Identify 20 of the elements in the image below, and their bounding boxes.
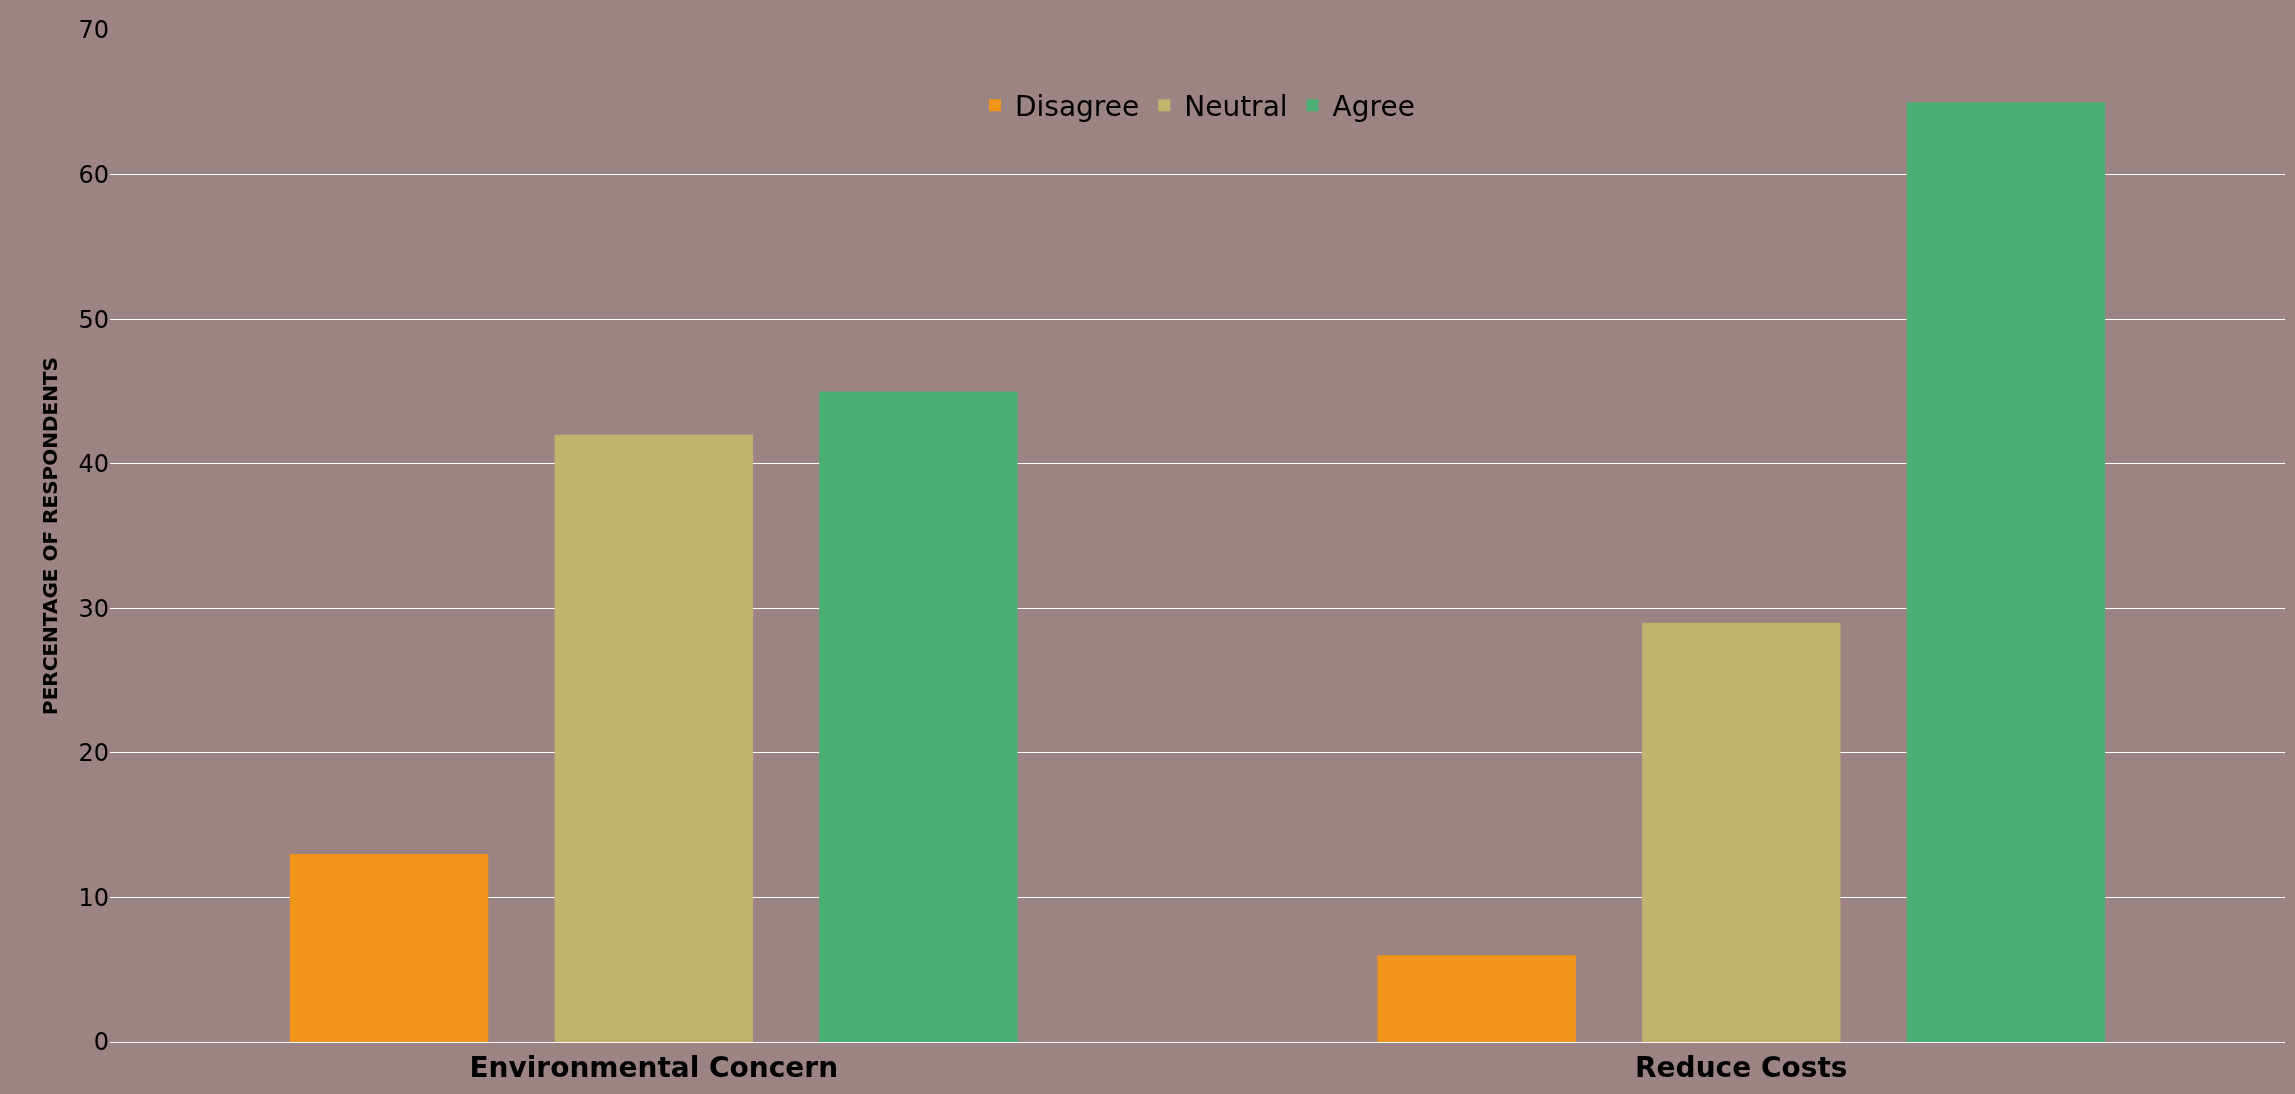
y-tick-label: 20 bbox=[78, 739, 109, 768]
legend-label: Disagree bbox=[1015, 90, 1140, 124]
y-tick-label: 10 bbox=[78, 883, 109, 912]
bar bbox=[1377, 955, 1576, 1042]
bar bbox=[1642, 622, 1841, 1042]
bar bbox=[1906, 102, 2106, 1042]
bar bbox=[819, 391, 1018, 1042]
legend-label: Agree bbox=[1332, 90, 1415, 124]
x-tick-label: Reduce Costs bbox=[1635, 1050, 1848, 1084]
bar bbox=[289, 854, 489, 1042]
y-tick-label: 30 bbox=[78, 594, 109, 623]
bar bbox=[554, 434, 753, 1042]
legend-label: Neutral bbox=[1184, 90, 1288, 124]
x-tick-label: Environmental Concern bbox=[469, 1050, 839, 1084]
y-tick-label: 0 bbox=[93, 1028, 109, 1057]
y-axis-title: PERCENTAGE OF RESPONDENTS bbox=[37, 357, 62, 715]
y-tick-label: 40 bbox=[78, 450, 109, 479]
y-tick-label: 60 bbox=[78, 160, 109, 189]
y-tick-label: 50 bbox=[78, 305, 109, 334]
y-tick-label: 70 bbox=[78, 16, 109, 45]
